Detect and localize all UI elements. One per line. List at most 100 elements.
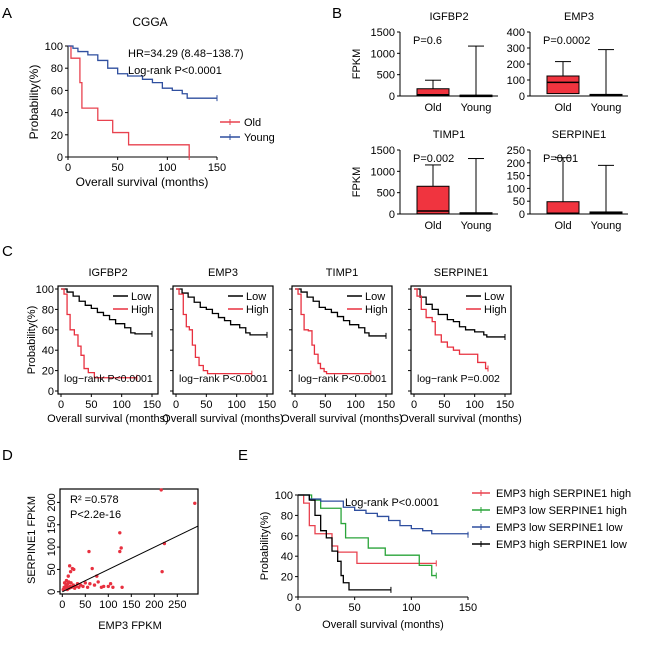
scatter-point [87, 549, 91, 554]
logrank-annotation: Log-rank P<0.0001 [345, 497, 439, 509]
legend-label: Low [246, 291, 266, 303]
plot-frame [291, 285, 393, 395]
y-tick-label: 40 [51, 108, 63, 120]
km-plot-title: IGFBP2 [88, 267, 127, 279]
series-old-line [68, 45, 190, 157]
survival-curve [298, 494, 391, 591]
y-tick-label: 0 [389, 209, 395, 221]
y-axis-label: SERPINE1 FPKM [26, 496, 38, 584]
survival-curve [298, 494, 469, 535]
scatter-point [88, 582, 92, 586]
y-tick-label: 1500 [371, 27, 395, 39]
x-tick-label: 50 [85, 399, 97, 411]
y-tick-label: 40 [281, 551, 293, 563]
scatter-point [69, 581, 73, 585]
x-axis-label: Overall survival (months) [76, 175, 209, 189]
scatter-point [193, 501, 197, 505]
y-tick-label: 80 [281, 510, 293, 522]
scatter-point [96, 580, 100, 584]
legend-label: Low [131, 291, 151, 303]
low-expression-curve [176, 288, 267, 336]
scatter-point [77, 585, 81, 589]
legend-label: EMP3 low SERPINE1 low [496, 522, 623, 534]
scatter-point [108, 582, 113, 586]
box-old [546, 75, 580, 95]
logrank-pvalue: log−rank P<0.0001 [298, 373, 387, 385]
y-axis-label: FPKM [351, 167, 363, 198]
legend-label: Low [484, 291, 504, 303]
y-tick-label: 50 [46, 563, 58, 575]
plot-frame [410, 285, 512, 395]
category-label: Young [461, 220, 492, 232]
y-tick-label: 60 [51, 85, 63, 97]
y-tick-label: 0 [389, 91, 395, 103]
y-axis-label: Probability(%) [26, 306, 38, 374]
x-tick-label: 50 [79, 599, 91, 611]
x-tick-label: 50 [200, 399, 212, 411]
plot-frame [59, 488, 199, 595]
x-tick-label: 0 [411, 399, 417, 411]
x-tick-label: 150 [122, 599, 140, 611]
x-axis-label: EMP3 FPKM [98, 620, 162, 632]
y-tick-label: 60 [42, 325, 54, 337]
category-label: Young [591, 102, 622, 114]
km-plot-title: TIMP1 [326, 267, 358, 279]
y-tick-label: 150 [507, 171, 525, 183]
legend-label: Low [365, 291, 385, 303]
scatter-point [85, 585, 90, 589]
high-expression-curve [61, 288, 137, 379]
y-tick-label: 100 [507, 183, 525, 195]
x-tick-label: 100 [402, 602, 420, 614]
box-old [546, 201, 580, 215]
box-old [416, 88, 450, 97]
y-tick-label: 60 [281, 531, 293, 543]
legend-label: Old [244, 117, 261, 129]
y-tick-label: 80 [51, 63, 63, 75]
legend-label: High [131, 304, 154, 316]
y-tick-label: 100 [36, 284, 54, 296]
survival-curve [298, 494, 437, 564]
x-tick-label: 150 [459, 602, 477, 614]
x-tick-label: 50 [349, 602, 361, 614]
legend-label: Young [244, 132, 275, 144]
y-tick-label: 0 [519, 209, 525, 221]
x-tick-label: 50 [319, 399, 331, 411]
pvalue-label: P=0.01 [543, 153, 578, 165]
x-tick-label: 0 [59, 599, 65, 611]
hr-annotation: HR=34.29 (8.48−138.7) [128, 48, 244, 60]
scatter-point [120, 585, 124, 589]
y-tick-label: 1000 [371, 166, 395, 178]
scatter-point [66, 574, 70, 578]
y-tick-label: 100 [45, 41, 63, 53]
y-tick-label: 1500 [371, 145, 395, 157]
scatter-point [83, 581, 88, 585]
survival-curve [298, 494, 437, 577]
x-axis-label: Overall survival (months) [281, 413, 403, 425]
scatter-point [118, 549, 122, 554]
y-tick-label: 1000 [371, 48, 395, 60]
y-tick-label: 150 [46, 516, 58, 534]
y-tick-label: 500 [377, 188, 395, 200]
x-tick-label: 100 [346, 399, 364, 411]
y-tick-label: 200 [507, 59, 525, 71]
box-plot-title: TIMP1 [433, 129, 465, 141]
x-tick-label: 0 [295, 602, 301, 614]
panel-label-d: D [2, 447, 13, 464]
high-expression-curve [295, 288, 371, 375]
low-expression-curve [61, 288, 152, 335]
box-plot-title: IGFBP2 [429, 11, 468, 23]
km-plot-title: SERPINE1 [434, 267, 488, 279]
x-tick-label: 50 [112, 162, 124, 174]
y-tick-label: 200 [46, 493, 58, 511]
logrank-pvalue: log−rank P<0.0001 [64, 373, 153, 385]
scatter-point [68, 569, 73, 574]
x-tick-label: 0 [65, 162, 71, 174]
x-tick-label: 150 [496, 399, 514, 411]
y-tick-label: 80 [42, 304, 54, 316]
y-tick-label: 200 [507, 158, 525, 170]
scatter-point [118, 531, 122, 535]
category-label: Old [424, 102, 441, 114]
x-tick-label: 150 [377, 399, 395, 411]
y-tick-label: 100 [275, 490, 293, 502]
